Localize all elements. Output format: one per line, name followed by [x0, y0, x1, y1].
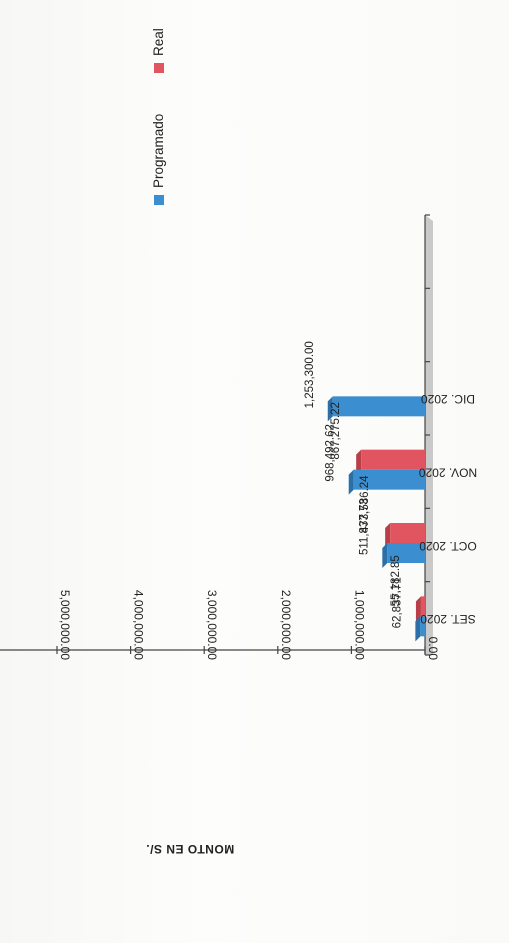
bar-programado-side [348, 469, 354, 495]
y-axis-title: MONTO EN S/. [146, 842, 234, 856]
value-tick-label: 2,000,000.00 [279, 590, 293, 660]
bar-real [390, 523, 425, 543]
data-label-programado: 511,837.73 [358, 498, 370, 555]
data-label-real: 473,586.24 [359, 475, 371, 533]
legend-label-programado: Programado [151, 114, 166, 188]
bar-real-side [356, 449, 362, 475]
bar-programado [387, 543, 425, 563]
value-tick-label: 0.00 [426, 637, 440, 661]
category-label: SET. 2020 [420, 612, 476, 626]
legend-swatch-programado [154, 195, 164, 205]
bar-programado [332, 396, 425, 417]
category-label: OCT. 2020 [419, 539, 477, 553]
bar-real [420, 596, 425, 617]
category-label: NOV. 2020 [419, 465, 478, 479]
value-tick-label: 4,000,000.00 [132, 590, 146, 660]
bar-real-side [385, 523, 391, 548]
data-label-programado: 62,837.71 [391, 577, 403, 628]
bar-programado-side [327, 396, 333, 422]
bar-real [361, 449, 425, 470]
bar-programado [353, 469, 425, 490]
bar-programado-side [415, 616, 421, 642]
legend-label-real: Real [151, 28, 166, 56]
data-label-programado: 1,253,300.00 [304, 341, 316, 408]
category-label: DIC. 2020 [421, 392, 475, 406]
legend-swatch-real [154, 63, 164, 73]
value-tick-label: 5,000,000.00 [58, 590, 72, 660]
bar-programado [420, 616, 425, 637]
bar-programado-side [382, 543, 388, 568]
value-tick-label: 1,000,000.00 [352, 590, 366, 660]
data-label-real: 55,182.85 [390, 555, 402, 606]
data-label-programado: 968,492.62 [325, 424, 337, 482]
bar-real-side [415, 596, 421, 622]
data-label-real: 867,275.22 [330, 402, 342, 460]
value-tick-label: 3,000,000.00 [205, 590, 219, 660]
